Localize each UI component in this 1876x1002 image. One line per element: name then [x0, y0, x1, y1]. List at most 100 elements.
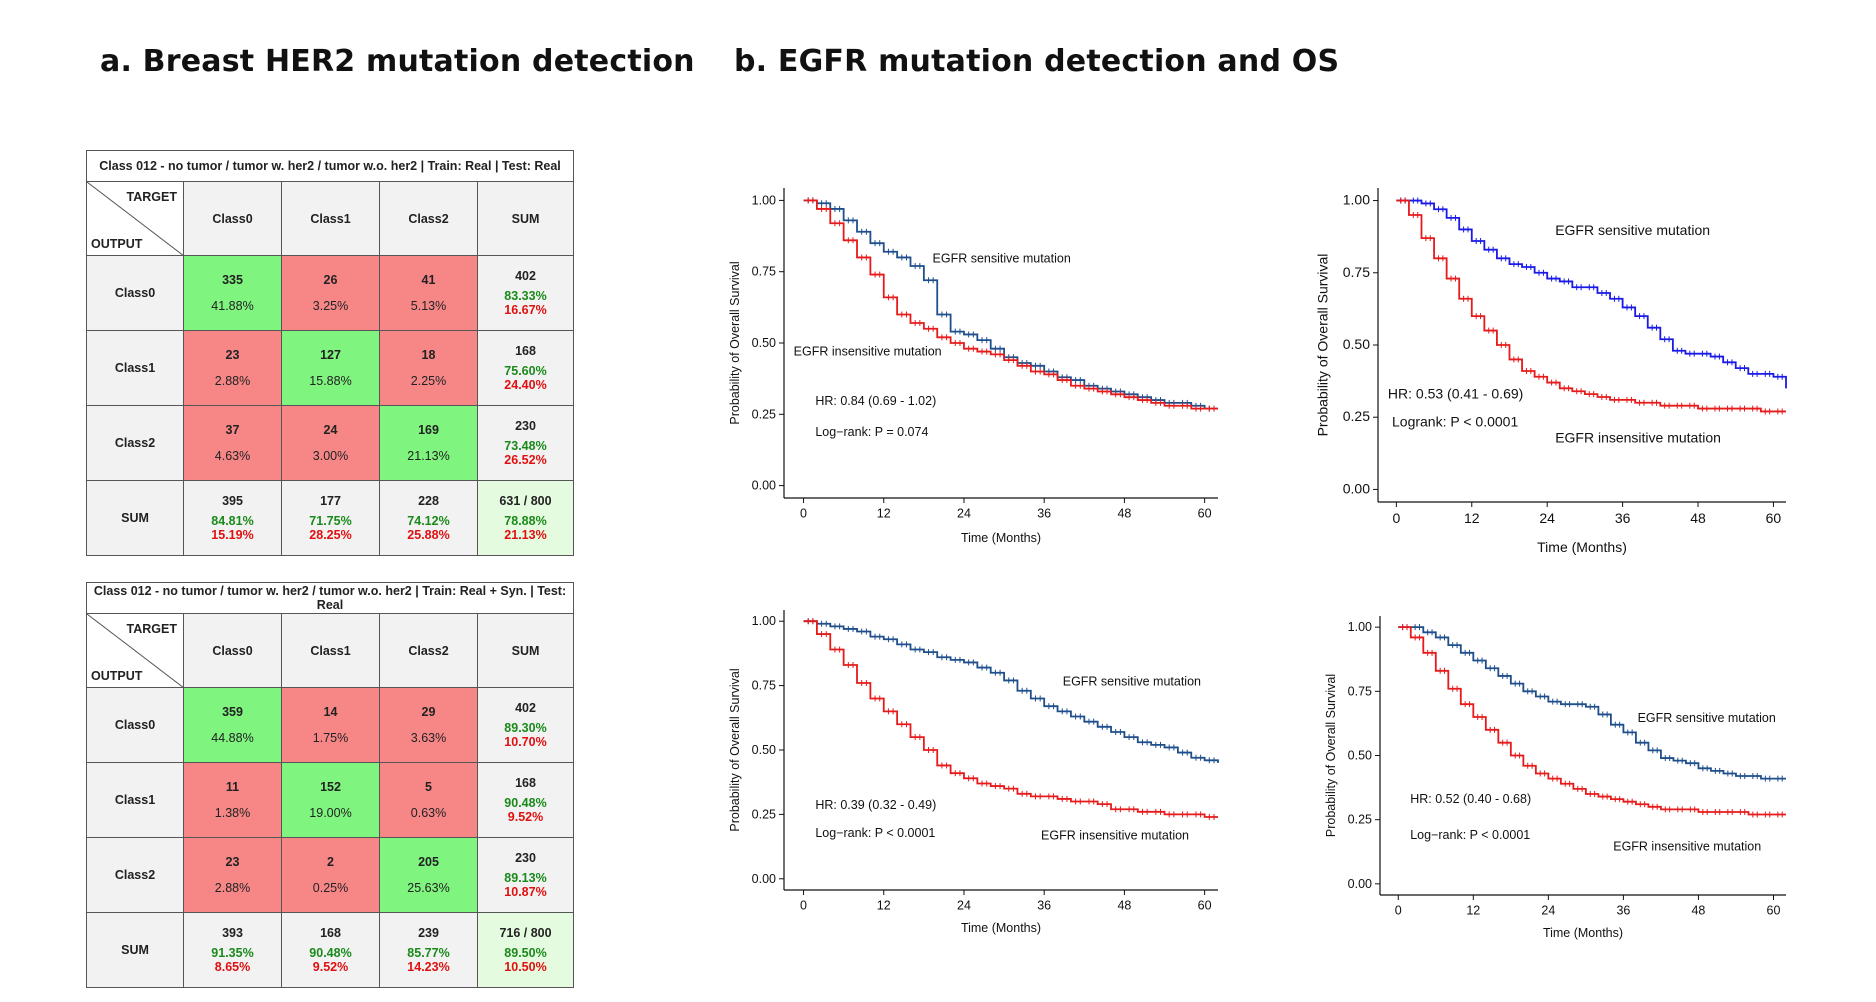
- insensitive-curve-label: EGFR insensitive mutation: [794, 344, 942, 358]
- cell-percent: 1.38%: [214, 806, 251, 820]
- x-tick-label: 36: [1616, 904, 1630, 918]
- cell-count: 14: [323, 705, 338, 719]
- logrank-label: Logrank: P < 0.0001: [1392, 414, 1518, 430]
- row-header: Class2: [86, 405, 184, 481]
- sum-error-rate: 8.65%: [214, 960, 251, 974]
- hazard-ratio-label: HR: 0.84 (0.69 - 1.02): [815, 394, 936, 408]
- title-egfr-detection: b. EGFR mutation detection and OS: [734, 44, 1340, 79]
- y-tick-label: 0.75: [752, 265, 776, 279]
- cell-count: 169: [418, 423, 439, 437]
- row-header: Class0: [86, 255, 184, 331]
- series-sensitive: [1398, 624, 1786, 782]
- y-axis-label: Probability of Overall Survival: [1315, 254, 1331, 437]
- insensitive-curve-label: EGFR insensitive mutation: [1555, 429, 1721, 445]
- sum-error-rate: 9.52%: [507, 810, 544, 824]
- col-sum-cell: 395 84.81% 15.19%: [183, 480, 282, 556]
- series-sensitive: [1396, 197, 1787, 389]
- survival-curve: [1398, 626, 1786, 780]
- matrix-corner: TARGET OUTPUT: [86, 613, 184, 688]
- sum-correct-rate: 91.35%: [211, 946, 254, 960]
- total-count: 716 / 800: [499, 926, 552, 940]
- col-sum-cell: 168 90.48% 9.52%: [281, 912, 380, 988]
- cell-count: 26: [323, 273, 338, 287]
- x-axis-label: Time (Months): [1537, 539, 1627, 555]
- matrix-cell: 127 15.88%: [281, 330, 380, 406]
- row-header: SUM: [86, 480, 184, 556]
- y-tick-label: 0.50: [752, 743, 776, 757]
- total-accuracy-cell: 631 / 800 78.88% 21.13%: [477, 480, 574, 556]
- row-header: SUM: [86, 912, 184, 988]
- row-header: Class2: [86, 837, 184, 913]
- cell-percent: 4.63%: [214, 449, 251, 463]
- survival-curve: [803, 620, 1218, 818]
- sum-correct-rate: 90.48%: [309, 946, 352, 960]
- matrix-cell: 18 2.25%: [379, 330, 478, 406]
- x-tick-label: 60: [1766, 510, 1782, 526]
- row-header: Class0: [86, 687, 184, 763]
- sum-count: 228: [418, 494, 439, 508]
- y-tick-label: 0.25: [1348, 813, 1372, 827]
- y-tick-label: 0.50: [1343, 336, 1370, 352]
- row-header: Class1: [86, 330, 184, 406]
- x-tick-label: 36: [1615, 510, 1631, 526]
- x-tick-label: 48: [1117, 507, 1131, 521]
- x-axis-label: Time (Months): [1543, 926, 1623, 940]
- x-tick-label: 60: [1198, 899, 1212, 913]
- sum-count: 168: [515, 344, 536, 358]
- x-tick-label: 24: [1541, 904, 1555, 918]
- x-axis-label: Time (Months): [961, 921, 1041, 935]
- cell-count: 2: [327, 855, 334, 869]
- sensitive-curve-label: EGFR sensitive mutation: [1555, 222, 1710, 238]
- cell-percent: 15.88%: [309, 374, 352, 388]
- row-sum-cell: 402 83.33% 16.67%: [477, 255, 574, 331]
- sum-count: 230: [515, 851, 536, 865]
- y-axis-label: Probability of Overall Survival: [728, 668, 742, 831]
- matrix-cell: 359 44.88%: [183, 687, 282, 763]
- series-sensitive: [803, 618, 1219, 764]
- cell-percent: 3.00%: [312, 449, 349, 463]
- row-sum-cell: 168 90.48% 9.52%: [476, 762, 575, 838]
- cell-percent: 2.88%: [214, 881, 251, 895]
- axes: 0.00 0.25 0.50 0.75 1.00 0 12 24 36 48 60: [752, 188, 1218, 521]
- hazard-ratio-label: HR: 0.53 (0.41 - 0.69): [1388, 385, 1523, 401]
- col-header: Class1: [281, 613, 380, 688]
- matrix-cell: 24 3.00%: [281, 405, 380, 481]
- row-sum-cell: 402 89.30% 10.70%: [476, 687, 575, 763]
- cell-count: 29: [421, 705, 436, 719]
- col-header: Class0: [183, 181, 282, 256]
- target-label: TARGET: [126, 622, 177, 636]
- matrix-caption: Class 012 - no tumor / tumor w. her2 / t…: [85, 582, 575, 614]
- col-sum-cell: 239 85.77% 14.23%: [379, 912, 478, 988]
- y-tick-label: 0.25: [752, 407, 776, 421]
- sum-correct-rate: 89.13%: [504, 871, 547, 885]
- x-tick-label: 48: [1690, 510, 1706, 526]
- matrix-cell: 11 1.38%: [183, 762, 282, 838]
- row-sum-cell: 230 89.13% 10.87%: [476, 837, 575, 913]
- cell-count: 5: [425, 780, 432, 794]
- y-tick-label: 0.25: [1343, 408, 1370, 424]
- matrix-caption: Class 012 - no tumor / tumor w. her2 / t…: [86, 150, 574, 182]
- cell-count: 127: [320, 348, 341, 362]
- y-tick-label: 0.75: [1348, 684, 1372, 698]
- survival-curve: [1398, 626, 1786, 816]
- y-tick-label: 0.50: [752, 336, 776, 350]
- cell-percent: 41.88%: [211, 299, 254, 313]
- survival-curve: [803, 199, 1218, 410]
- matrix-cell: 41 5.13%: [379, 255, 478, 331]
- matrix-cell: 152 19.00%: [281, 762, 380, 838]
- cell-count: 18: [421, 348, 436, 362]
- confusion-matrix-real: Class 012 - no tumor / tumor w. her2 / t…: [86, 150, 574, 556]
- km-plot-bottom-right: 0.00 0.25 0.50 0.75 1.00 0 12 24 36 48 60 Time (Mon…: [1324, 616, 1786, 940]
- x-tick-label: 48: [1691, 904, 1705, 918]
- y-tick-label: 0.25: [752, 807, 776, 821]
- col-header: Class0: [183, 613, 282, 688]
- cell-percent: 2.88%: [214, 374, 251, 388]
- cell-count: 152: [320, 780, 341, 794]
- sum-error-rate: 26.52%: [504, 453, 547, 467]
- title-her2-detection: a. Breast HER2 mutation detection: [100, 44, 695, 79]
- matrix-cell: 23 2.88%: [183, 837, 282, 913]
- sum-count: 230: [515, 419, 536, 433]
- y-tick-label: 0.75: [1343, 264, 1370, 280]
- axes: 0.00 0.25 0.50 0.75 1.00 0 12 24 36 48 60: [1348, 616, 1786, 918]
- cell-count: 24: [323, 423, 338, 437]
